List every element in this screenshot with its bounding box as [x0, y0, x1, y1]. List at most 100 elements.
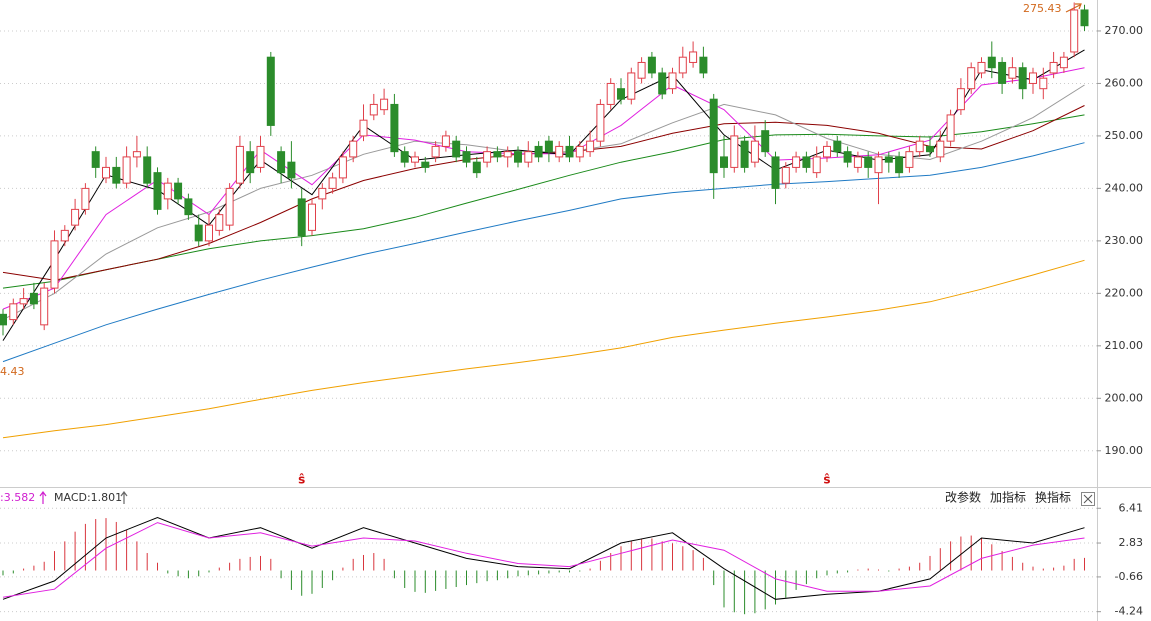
macd-bar: [569, 570, 570, 573]
macd-bar: [1084, 557, 1085, 571]
macd-bar: [579, 570, 581, 572]
close-button[interactable]: [1081, 492, 1095, 506]
macd-bar: [1001, 551, 1003, 571]
macd-bar: [878, 569, 879, 571]
candle-body: [761, 130, 770, 153]
macd-bar: [187, 570, 189, 579]
macd-bar: [373, 553, 375, 571]
toolbar-button[interactable]: 改参数: [945, 490, 981, 505]
candle-body: [575, 145, 584, 158]
macd-bar: [888, 570, 890, 572]
candle-body: [441, 135, 450, 147]
candle-body: [637, 61, 646, 79]
macd-bar: [218, 567, 220, 571]
candle-body: [29, 292, 38, 305]
macd-bar: [805, 570, 807, 585]
macd-bar: [208, 570, 210, 573]
macd-bar: [424, 570, 426, 593]
macd-bar: [908, 566, 910, 571]
candle-body: [50, 240, 59, 289]
candle-body: [483, 151, 492, 163]
macd-bar: [311, 570, 313, 594]
candle-body: [122, 156, 131, 184]
candle-body: [163, 182, 172, 200]
candle-body: [544, 140, 553, 153]
candle-body: [369, 103, 378, 116]
candle-body: [915, 140, 924, 153]
dea-label: :3.582: [0, 491, 35, 504]
macd-bar: [1063, 565, 1065, 571]
macd-bar: [466, 570, 467, 586]
macd-bar: [919, 562, 921, 571]
macd-bar: [1032, 566, 1034, 571]
macd-bar: [764, 570, 766, 610]
macd-bar: [43, 561, 45, 571]
macd-bar: [692, 550, 694, 571]
candle-body: [967, 67, 976, 90]
macd-bar: [661, 541, 663, 571]
candle-body: [19, 298, 28, 305]
candle-body: [699, 56, 708, 74]
candle-body: [452, 140, 461, 158]
candle-body: [617, 88, 625, 100]
macd-bar: [795, 570, 797, 590]
candle-body: [998, 61, 1007, 84]
max-label: 275.43: [1023, 2, 1062, 15]
candle-body: [946, 114, 955, 142]
ma-line: [2, 105, 1085, 281]
macd-bar: [847, 570, 849, 573]
macd-bar: [599, 560, 601, 571]
candle-body: [411, 156, 419, 163]
macd-bar: [1022, 562, 1024, 571]
macd-bar: [1011, 556, 1013, 571]
candle-body: [514, 151, 522, 163]
candle-body: [390, 103, 399, 153]
macd-bar: [249, 556, 251, 571]
macd-bar: [538, 570, 540, 575]
macd-bar: [857, 569, 859, 571]
y-tick-label: 240.00: [1105, 181, 1144, 194]
candle-body: [60, 229, 69, 242]
macd-bar: [260, 555, 261, 571]
macd-bar: [393, 570, 395, 579]
macd-bar: [239, 558, 241, 571]
candle-body: [194, 224, 203, 242]
candle-body: [215, 214, 224, 231]
macd-bar: [929, 555, 931, 571]
macd-bar: [383, 558, 385, 571]
macd-bar: [486, 570, 488, 582]
ma-line: [2, 142, 1085, 363]
candle-body: [750, 140, 759, 163]
toolbar-button[interactable]: 换指标: [1035, 490, 1071, 505]
candle-body: [205, 224, 213, 242]
candle-body: [555, 145, 564, 158]
min-label: 4.43: [0, 365, 25, 378]
y-tick-label: 210.00: [1105, 339, 1144, 352]
candle-body: [895, 156, 904, 174]
candle-body: [730, 135, 739, 168]
ma-line: [2, 49, 1085, 341]
candle-body: [9, 303, 18, 321]
candle-body: [565, 145, 574, 158]
macd-bar: [404, 570, 406, 588]
macd-bar: [702, 557, 704, 571]
macd-bar: [754, 570, 756, 614]
macd-bar: [723, 570, 725, 608]
toolbar-button[interactable]: 加指标: [990, 490, 1026, 505]
macd-bar: [527, 570, 529, 576]
y-tick-label: 230.00: [1105, 234, 1144, 247]
candle-body: [359, 119, 368, 137]
macd-bar: [301, 570, 303, 596]
macd-bar: [775, 570, 776, 605]
macd-bar: [270, 558, 272, 571]
ma-line: [2, 522, 1085, 598]
macd-bar: [445, 570, 447, 589]
macd-bar: [363, 554, 364, 571]
candle-body: [606, 82, 615, 105]
candle-body: [318, 187, 327, 200]
macd-bar: [342, 567, 344, 571]
macd-bar: [785, 570, 787, 598]
macd-bar: [960, 536, 962, 571]
arrow-icons: [39, 3, 1082, 504]
candle-body: [338, 156, 347, 179]
